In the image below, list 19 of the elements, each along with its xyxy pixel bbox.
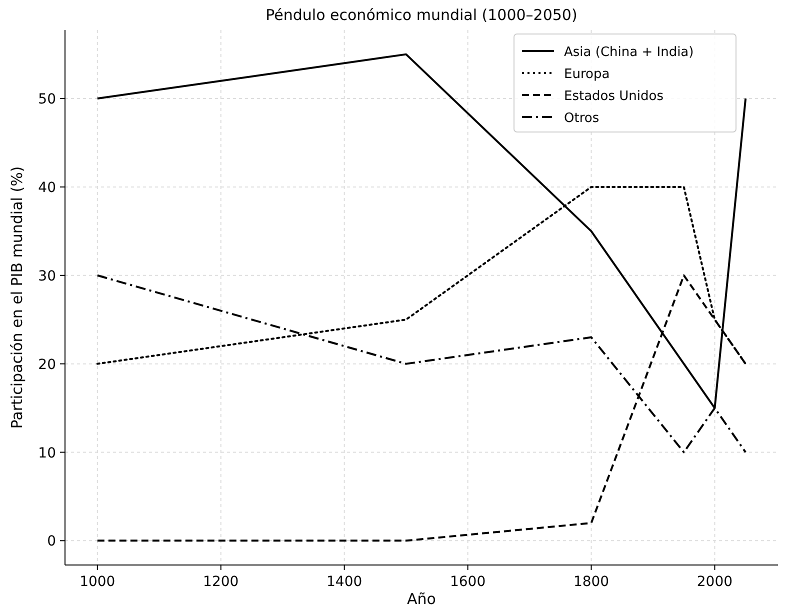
legend-label: Europa bbox=[564, 67, 610, 82]
chart-title: Péndulo económico mundial (1000–2050) bbox=[266, 6, 578, 24]
y-tick-label: 40 bbox=[38, 180, 56, 196]
y-tick-label: 0 bbox=[47, 534, 56, 550]
x-tick-label: 2000 bbox=[696, 574, 733, 590]
x-tick-label: 1200 bbox=[203, 574, 239, 590]
y-tick-label: 50 bbox=[38, 92, 56, 108]
y-tick-label: 10 bbox=[38, 445, 56, 462]
x-tick-label: 1600 bbox=[450, 574, 486, 590]
legend-label: Otros bbox=[564, 111, 600, 126]
x-tick-label: 1800 bbox=[573, 574, 610, 590]
x-tick-label: 1000 bbox=[80, 574, 116, 590]
x-tick-label: 1400 bbox=[326, 574, 362, 590]
legend-label: Estados Unidos bbox=[564, 89, 664, 104]
legend-label: Asia (China + India) bbox=[564, 45, 694, 60]
y-axis-title: Participación en el PIB mundial (%) bbox=[8, 166, 26, 429]
x-axis-title: Año bbox=[407, 590, 436, 608]
y-tick-label: 20 bbox=[38, 356, 56, 373]
y-tick-label: 30 bbox=[38, 268, 56, 284]
